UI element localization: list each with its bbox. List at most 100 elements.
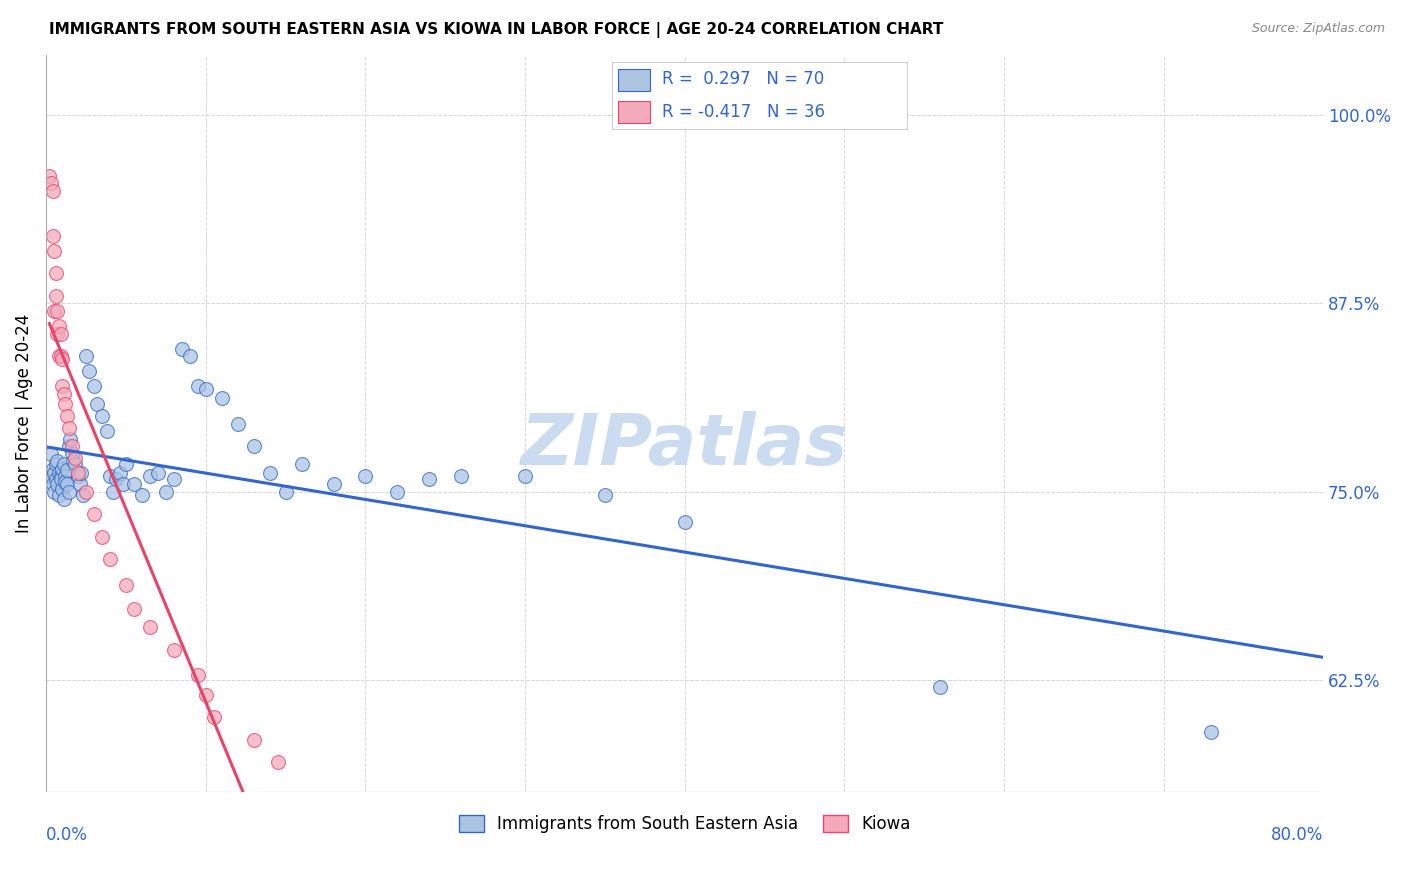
Point <box>46 326 69 341</box>
Legend: Immigrants from South Eastern Asia, Kiowa: Immigrants from South Eastern Asia, Kiow… <box>451 808 918 839</box>
Point <box>44 484 66 499</box>
Point <box>290 458 312 472</box>
Point <box>83 507 105 521</box>
Point <box>44 304 66 318</box>
Point <box>49 326 72 341</box>
Point <box>53 397 76 411</box>
Point <box>354 469 377 483</box>
Point <box>51 482 73 496</box>
Point <box>48 318 70 333</box>
Point <box>72 487 94 501</box>
Point <box>242 732 264 747</box>
Point <box>38 469 60 483</box>
Point <box>49 473 72 487</box>
Point <box>52 491 75 506</box>
Point <box>146 467 169 481</box>
Point <box>75 484 97 499</box>
Point <box>387 484 409 499</box>
Point <box>211 391 233 405</box>
Point <box>170 342 193 356</box>
Point <box>79 364 101 378</box>
Point <box>75 349 97 363</box>
Point <box>53 475 76 490</box>
Point <box>163 642 186 657</box>
Point <box>67 467 90 481</box>
Point <box>96 425 118 439</box>
Point <box>59 432 82 446</box>
Point <box>41 462 63 476</box>
Point <box>673 515 696 529</box>
Point <box>202 710 225 724</box>
Text: R =  0.297   N = 70: R = 0.297 N = 70 <box>662 70 824 88</box>
Point <box>274 484 297 499</box>
Point <box>139 469 162 483</box>
Text: IMMIGRANTS FROM SOUTH EASTERN ASIA VS KIOWA IN LABOR FORCE | AGE 20-24 CORRELATI: IMMIGRANTS FROM SOUTH EASTERN ASIA VS KI… <box>49 22 943 38</box>
Point <box>322 477 344 491</box>
Text: 0.0%: 0.0% <box>46 826 89 844</box>
Point <box>44 467 66 481</box>
Point <box>48 349 70 363</box>
Point <box>194 382 217 396</box>
Point <box>259 467 281 481</box>
Point <box>45 473 67 487</box>
Point <box>49 469 72 483</box>
Point <box>450 469 472 483</box>
Point <box>58 484 80 499</box>
Point <box>70 467 93 481</box>
Point <box>52 458 75 472</box>
Point <box>67 469 90 483</box>
Point <box>49 349 72 363</box>
Point <box>98 469 121 483</box>
Point <box>39 447 62 461</box>
Point <box>41 184 63 198</box>
Point <box>46 477 69 491</box>
Point <box>139 620 162 634</box>
Point <box>187 668 209 682</box>
Text: Source: ZipAtlas.com: Source: ZipAtlas.com <box>1251 22 1385 36</box>
Point <box>122 477 145 491</box>
Point <box>108 467 131 481</box>
Point <box>83 379 105 393</box>
Point <box>115 578 138 592</box>
Point <box>513 469 536 483</box>
Point <box>58 439 80 453</box>
Point <box>131 487 153 501</box>
Point <box>60 439 83 453</box>
Point <box>418 473 440 487</box>
Text: 80.0%: 80.0% <box>1271 826 1323 844</box>
Point <box>46 454 69 468</box>
Point <box>63 451 86 466</box>
Point <box>242 439 264 453</box>
Point <box>91 530 114 544</box>
Point <box>38 169 60 183</box>
Point <box>63 458 86 472</box>
Point <box>226 417 249 431</box>
Point <box>1201 725 1223 739</box>
Point <box>194 688 217 702</box>
FancyBboxPatch shape <box>617 101 650 123</box>
Point <box>98 552 121 566</box>
Point <box>51 379 73 393</box>
Point <box>60 447 83 461</box>
Point <box>187 379 209 393</box>
Point <box>48 467 70 481</box>
Y-axis label: In Labor Force | Age 20-24: In Labor Force | Age 20-24 <box>15 314 32 533</box>
Point <box>51 462 73 476</box>
Point <box>179 349 201 363</box>
Text: ZIPatlas: ZIPatlas <box>522 411 848 481</box>
Point <box>105 473 128 487</box>
Point <box>62 454 84 468</box>
Point <box>86 397 108 411</box>
Text: R = -0.417   N = 36: R = -0.417 N = 36 <box>662 103 825 121</box>
Point <box>155 484 177 499</box>
Point <box>56 409 79 424</box>
Point <box>45 266 67 280</box>
Point <box>69 477 91 491</box>
Point <box>45 458 67 472</box>
Point <box>103 484 125 499</box>
Point <box>111 477 134 491</box>
FancyBboxPatch shape <box>617 70 650 91</box>
Point <box>593 487 616 501</box>
Point <box>48 487 70 501</box>
Point <box>44 244 66 258</box>
